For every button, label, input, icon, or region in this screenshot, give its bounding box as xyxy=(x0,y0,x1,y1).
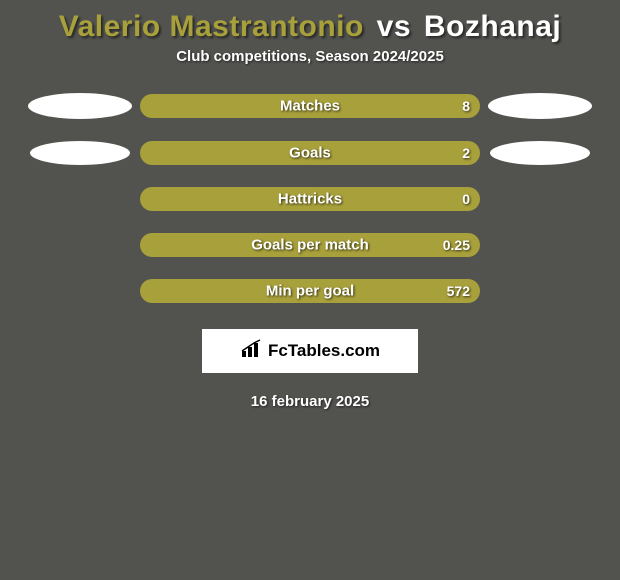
stat-rows: Matches 8 Goals 2 Hattricks 0 Goals per match 0… xyxy=(0,93,620,303)
player1-marker xyxy=(28,93,132,119)
bar-label: Matches xyxy=(280,98,340,115)
stat-bar: Goals per match 0.25 xyxy=(140,233,480,257)
bar-value-right: 8 xyxy=(462,98,470,114)
stat-row: Min per goal 572 xyxy=(0,279,620,303)
bars-icon xyxy=(240,339,264,364)
brand-text: FcTables.com xyxy=(268,341,380,361)
bar-value-right: 2 xyxy=(462,145,470,161)
subtitle: Club competitions, Season 2024/2025 xyxy=(0,48,620,65)
left-side xyxy=(20,93,140,119)
date-label: 16 february 2025 xyxy=(0,393,620,410)
stat-row: Hattricks 0 xyxy=(0,187,620,211)
stat-row: Goals 2 xyxy=(0,141,620,165)
player2-marker xyxy=(490,141,590,165)
left-side xyxy=(20,141,140,165)
stat-bar: Hattricks 0 xyxy=(140,187,480,211)
stat-row: Goals per match 0.25 xyxy=(0,233,620,257)
brand-box: FcTables.com xyxy=(202,329,418,373)
bar-value-right: 0.25 xyxy=(443,237,470,253)
player2-marker xyxy=(488,93,592,119)
bar-label: Goals xyxy=(289,145,331,162)
bar-label: Min per goal xyxy=(266,283,354,300)
page-title: Valerio Mastrantonio vs Bozhanaj xyxy=(0,0,620,48)
bar-label: Hattricks xyxy=(278,191,342,208)
bar-label: Goals per match xyxy=(251,237,369,254)
right-side xyxy=(480,141,600,165)
stat-bar: Min per goal 572 xyxy=(140,279,480,303)
stat-bar: Matches 8 xyxy=(140,94,480,118)
title-player1: Valerio Mastrantonio xyxy=(59,10,364,43)
bar-value-right: 0 xyxy=(462,191,470,207)
bar-value-right: 572 xyxy=(447,283,470,299)
player1-marker xyxy=(30,141,130,165)
stat-bar: Goals 2 xyxy=(140,141,480,165)
title-vs: vs xyxy=(377,10,411,43)
stat-row: Matches 8 xyxy=(0,93,620,119)
right-side xyxy=(480,93,600,119)
title-player2: Bozhanaj xyxy=(424,10,561,43)
